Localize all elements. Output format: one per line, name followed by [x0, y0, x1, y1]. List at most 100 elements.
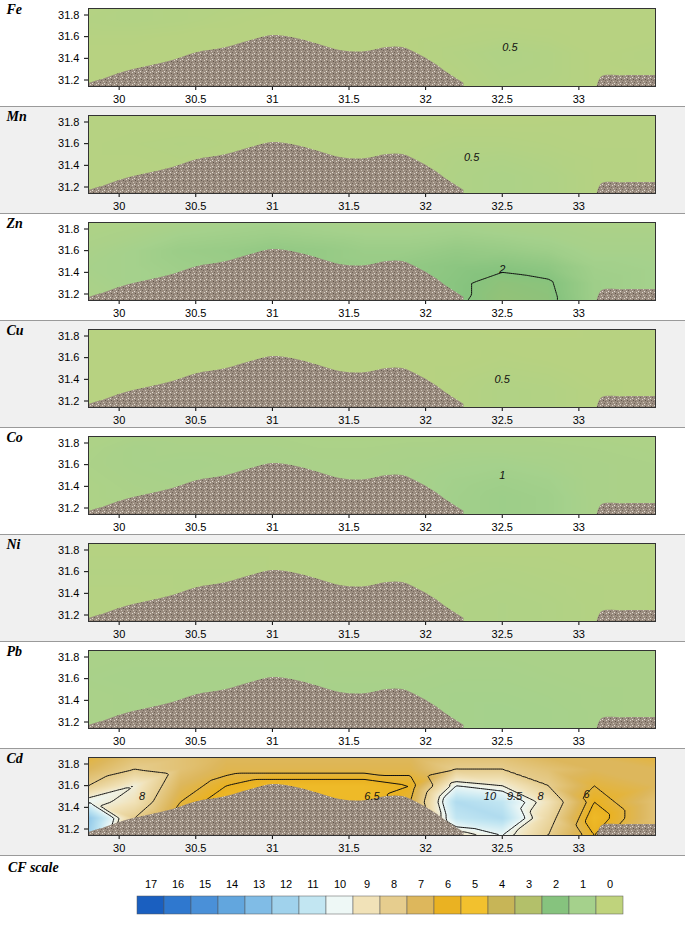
- svg-text:31.8: 31.8: [58, 330, 79, 342]
- svg-text:31.6: 31.6: [58, 137, 79, 149]
- svg-text:33: 33: [573, 521, 585, 533]
- svg-text:31.4: 31.4: [58, 266, 79, 278]
- svg-text:16: 16: [172, 878, 184, 890]
- svg-text:32: 32: [420, 307, 432, 319]
- svg-text:31.8: 31.8: [58, 223, 79, 235]
- svg-text:30: 30: [113, 521, 125, 533]
- svg-text:1: 1: [580, 878, 586, 890]
- svg-text:31.5: 31.5: [338, 414, 359, 426]
- svg-text:30.5: 30.5: [185, 735, 206, 747]
- svg-text:31.2: 31.2: [58, 181, 79, 193]
- svg-text:31.4: 31.4: [58, 159, 79, 171]
- svg-text:31: 31: [266, 307, 278, 319]
- svg-text:30: 30: [113, 307, 125, 319]
- svg-text:12: 12: [280, 878, 292, 890]
- svg-text:31.2: 31.2: [58, 823, 79, 835]
- svg-text:31.2: 31.2: [58, 609, 79, 621]
- svg-text:5: 5: [472, 878, 478, 890]
- svg-text:6: 6: [445, 878, 451, 890]
- svg-text:30.5: 30.5: [185, 307, 206, 319]
- svg-text:Cu: Cu: [7, 323, 24, 338]
- svg-text:32: 32: [420, 628, 432, 640]
- svg-text:31.8: 31.8: [58, 116, 79, 128]
- svg-text:30.5: 30.5: [185, 842, 206, 854]
- svg-text:33: 33: [573, 735, 585, 747]
- svg-text:31.6: 31.6: [58, 458, 79, 470]
- svg-text:13: 13: [253, 878, 265, 890]
- svg-text:32.5: 32.5: [492, 521, 513, 533]
- svg-text:32: 32: [420, 521, 432, 533]
- svg-text:31.5: 31.5: [338, 307, 359, 319]
- svg-text:15: 15: [199, 878, 211, 890]
- svg-text:0.5: 0.5: [502, 41, 518, 53]
- svg-text:31.8: 31.8: [58, 651, 79, 663]
- svg-text:33: 33: [573, 307, 585, 319]
- svg-text:32: 32: [420, 414, 432, 426]
- svg-text:17: 17: [145, 878, 157, 890]
- svg-text:8: 8: [538, 790, 545, 802]
- svg-text:Fe: Fe: [6, 2, 23, 17]
- svg-text:32.5: 32.5: [492, 93, 513, 105]
- svg-text:31.5: 31.5: [338, 521, 359, 533]
- svg-text:31.2: 31.2: [58, 74, 79, 86]
- svg-text:30: 30: [113, 842, 125, 854]
- svg-text:31.5: 31.5: [338, 842, 359, 854]
- svg-text:33: 33: [573, 628, 585, 640]
- svg-text:31: 31: [266, 414, 278, 426]
- svg-text:31: 31: [266, 735, 278, 747]
- svg-text:1: 1: [499, 469, 505, 481]
- svg-text:30.5: 30.5: [185, 93, 206, 105]
- svg-text:31.6: 31.6: [58, 244, 79, 256]
- svg-text:31.4: 31.4: [58, 373, 79, 385]
- svg-text:10: 10: [334, 878, 346, 890]
- svg-text:31.4: 31.4: [58, 52, 79, 64]
- svg-text:30: 30: [113, 628, 125, 640]
- svg-text:31.6: 31.6: [58, 672, 79, 684]
- svg-text:31: 31: [266, 628, 278, 640]
- svg-text:31.8: 31.8: [58, 758, 79, 770]
- svg-text:31.5: 31.5: [338, 628, 359, 640]
- svg-text:31.6: 31.6: [58, 351, 79, 363]
- svg-text:31.2: 31.2: [58, 288, 79, 300]
- svg-text:32: 32: [420, 735, 432, 747]
- svg-text:6: 6: [583, 788, 590, 800]
- svg-text:8: 8: [139, 790, 146, 802]
- svg-text:8: 8: [391, 878, 397, 890]
- svg-text:30: 30: [113, 200, 125, 212]
- svg-text:31.4: 31.4: [58, 480, 79, 492]
- svg-text:6.5: 6.5: [364, 790, 380, 802]
- svg-text:4: 4: [499, 878, 505, 890]
- svg-text:31.5: 31.5: [338, 93, 359, 105]
- svg-text:31: 31: [266, 842, 278, 854]
- svg-text:11: 11: [307, 878, 318, 890]
- svg-text:Ni: Ni: [6, 537, 21, 552]
- svg-text:2: 2: [498, 263, 505, 275]
- svg-text:31.8: 31.8: [58, 9, 79, 21]
- svg-text:32.5: 32.5: [492, 307, 513, 319]
- svg-text:31.5: 31.5: [338, 735, 359, 747]
- svg-text:30.5: 30.5: [185, 521, 206, 533]
- svg-text:14: 14: [226, 878, 238, 890]
- svg-text:7: 7: [418, 878, 424, 890]
- svg-text:31.8: 31.8: [58, 437, 79, 449]
- svg-text:31.6: 31.6: [58, 30, 79, 42]
- svg-text:33: 33: [573, 93, 585, 105]
- svg-text:31: 31: [266, 93, 278, 105]
- svg-text:31: 31: [266, 200, 278, 212]
- svg-text:32: 32: [420, 200, 432, 212]
- svg-text:32: 32: [420, 842, 432, 854]
- svg-text:32.5: 32.5: [492, 628, 513, 640]
- svg-text:32: 32: [420, 93, 432, 105]
- svg-text:9: 9: [364, 878, 370, 890]
- svg-text:30.5: 30.5: [185, 628, 206, 640]
- svg-text:33: 33: [573, 842, 585, 854]
- svg-text:31.2: 31.2: [58, 395, 79, 407]
- svg-text:30.5: 30.5: [185, 414, 206, 426]
- svg-text:32.5: 32.5: [492, 842, 513, 854]
- svg-text:31.4: 31.4: [58, 694, 79, 706]
- svg-text:Mn: Mn: [6, 109, 27, 124]
- svg-text:31.8: 31.8: [58, 544, 79, 556]
- svg-text:9.5: 9.5: [507, 790, 523, 802]
- svg-text:30: 30: [113, 93, 125, 105]
- svg-text:31.6: 31.6: [58, 779, 79, 791]
